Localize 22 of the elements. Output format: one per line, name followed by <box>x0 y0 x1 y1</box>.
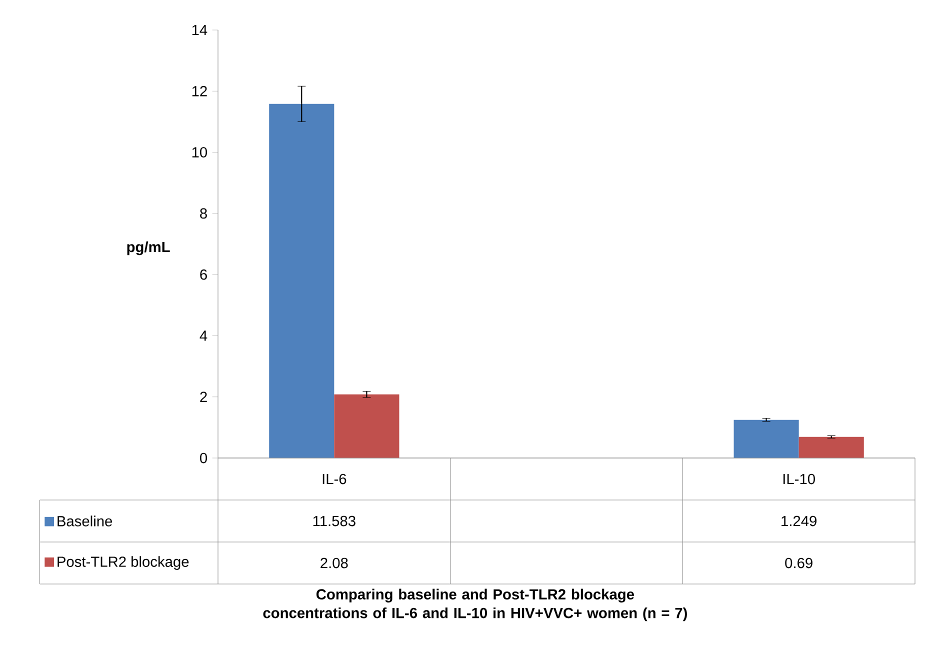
y-tick-label: 12 <box>192 86 207 96</box>
data-label: 2.08 <box>320 558 348 568</box>
data-label: 1.249 <box>782 516 816 526</box>
bar <box>798 436 864 458</box>
x-tick-label: IL-10 <box>783 474 815 484</box>
y-tick-label: 0 <box>200 452 208 464</box>
bar <box>734 420 799 458</box>
bar <box>334 394 400 458</box>
y-tick-label: 10 <box>192 147 208 158</box>
y-tick-label: 14 <box>192 24 208 36</box>
legend-label: Post-TLR2 blockage <box>58 556 189 570</box>
x-tick-label: IL-6 <box>322 474 346 484</box>
legend-label: Baseline <box>58 516 112 526</box>
y-tick-label: 2 <box>200 392 207 402</box>
y-tick-label: 8 <box>200 208 207 219</box>
y-tick-label: 6 <box>200 269 207 280</box>
text: Comparing baseline and Post-TLR2 blockage concentrations of IL-6 and IL-10 in HIV+VVC+ women (n = 7) <box>263 588 687 622</box>
y-axis-title: pg/mL <box>127 241 170 256</box>
bar <box>269 104 334 458</box>
data-label: 11.583 <box>313 516 356 526</box>
data-label: 0.69 <box>785 558 812 568</box>
y-tick-label: 4 <box>200 330 208 341</box>
